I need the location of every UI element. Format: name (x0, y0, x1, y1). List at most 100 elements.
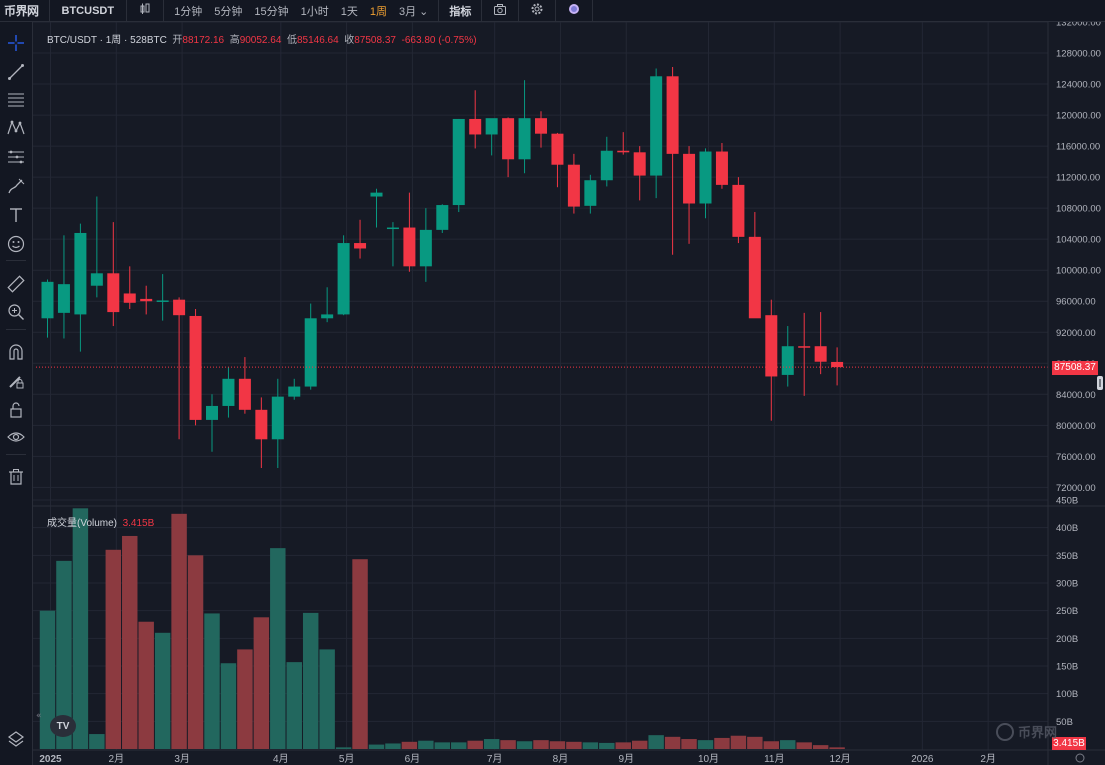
candle (403, 192, 416, 272)
candle-body (238, 378, 251, 410)
candle-body (271, 396, 284, 440)
candle (452, 118, 465, 213)
candle (650, 68, 663, 199)
candle-body (748, 236, 761, 319)
candle (57, 235, 70, 339)
toolbar-divider (163, 0, 165, 22)
volume-bar (549, 741, 566, 749)
indicators-button[interactable]: 指标 (449, 5, 472, 18)
ruler-icon[interactable] (6, 274, 26, 294)
volume-bar (418, 740, 434, 749)
settings-axis-icon[interactable] (1075, 753, 1085, 763)
text-icon[interactable] (6, 205, 26, 225)
time-tick-label: 6月 (405, 753, 421, 765)
time-tick-label: 4月 (273, 753, 289, 765)
eye-icon[interactable] (6, 427, 26, 447)
candle-body (173, 299, 186, 316)
interval-1week-button[interactable]: 1周 (369, 5, 387, 18)
emoji-icon[interactable] (6, 234, 26, 254)
toolbar-divider (6, 329, 26, 330)
trash-icon[interactable] (6, 467, 26, 487)
candle (748, 212, 761, 319)
candle-body (57, 284, 70, 313)
toolbar-divider (555, 0, 557, 22)
change-value: -663.80 (-0.75%) (401, 35, 477, 46)
candle (436, 204, 449, 233)
high-value: 90052.64 (239, 35, 282, 46)
compare-symbol-icon[interactable] (131, 3, 159, 18)
price-tick-label: 76000.00 (1056, 452, 1096, 463)
candle-body (567, 164, 580, 207)
toolbar-divider (518, 0, 520, 22)
gear-icon[interactable] (523, 3, 551, 18)
time-tick-label: 2025 (39, 754, 62, 765)
candle (584, 174, 597, 214)
magnet-icon[interactable] (6, 342, 26, 362)
candle-body (814, 346, 827, 362)
theme-toggle-icon[interactable] (560, 3, 588, 18)
time-tick-label: 8月 (553, 753, 569, 765)
watermark: 币界网 (996, 722, 1057, 741)
candle-body (551, 133, 564, 165)
time-axis[interactable]: 2025 2月 3月 4月 5月 6月 7月 8月 9月 10月 11月 12月 2026 2月 (39, 753, 996, 765)
candle-body (781, 346, 794, 375)
top-toolbar: 币界网 BTCUSDT 1分钟 5分钟 15分钟 1小时 1天 1周 3月 ⌄ … (0, 0, 1105, 22)
candle (140, 285, 153, 315)
volume-bar (681, 739, 697, 749)
interval-1day-button[interactable]: 1天 (340, 5, 358, 18)
volume-bar (697, 740, 714, 749)
brush-icon[interactable] (6, 176, 26, 196)
interval-5min-button[interactable]: 5分钟 (214, 5, 243, 18)
price-tick-label: 72000.00 (1056, 483, 1096, 494)
open-label: 开 (172, 35, 183, 46)
prediction-icon[interactable] (6, 147, 26, 167)
candle-body (683, 153, 696, 204)
interval-15min-button[interactable]: 15分钟 (254, 5, 289, 18)
open-value: 88172.16 (182, 35, 225, 46)
candle-body (485, 118, 498, 135)
tradingview-logo[interactable]: TV (50, 715, 76, 737)
volume-bar (566, 741, 582, 749)
zoom-in-icon[interactable] (6, 302, 26, 322)
scroll-handle-icon[interactable] (1097, 376, 1103, 390)
layers-icon[interactable] (6, 729, 26, 749)
candle (123, 266, 136, 309)
volume-bar (401, 741, 418, 749)
interval-1min-button[interactable]: 1分钟 (174, 5, 203, 18)
lock-drawing-icon[interactable] (6, 371, 26, 391)
symbol-search-button[interactable]: BTCUSDT (61, 4, 115, 17)
current-price-tag: 87508.37 (1052, 361, 1098, 375)
volume-bar (154, 632, 171, 749)
volume-bar (747, 736, 763, 749)
lock-icon[interactable] (6, 400, 26, 420)
candle (271, 378, 284, 468)
price-chart[interactable]: 72000.0076000.0080000.0084000.0088000.00… (33, 22, 1105, 765)
volume-bar (368, 744, 385, 749)
candle (732, 177, 745, 244)
toolbar-divider (481, 0, 483, 22)
candle-body (765, 315, 778, 377)
volume-bar (516, 741, 533, 749)
volume-legend-label: 成交量(Volume) (47, 518, 118, 529)
collapse-left-icon[interactable]: « (36, 711, 42, 721)
candle (107, 222, 120, 327)
trend-line-icon[interactable] (6, 62, 26, 82)
price-axis[interactable]: 72000.0076000.0080000.0084000.0088000.00… (1056, 22, 1101, 494)
fib-retracement-icon[interactable] (6, 90, 26, 110)
volume-axis[interactable]: 50B 100B 150B 200B 250B 300B 350B 400B 450B (1056, 496, 1078, 728)
camera-icon[interactable] (486, 3, 514, 18)
volume-bar (39, 610, 56, 749)
candle-body (403, 227, 416, 267)
candle (600, 136, 613, 187)
svg-text:«: « (36, 711, 42, 721)
site-logo[interactable]: 币界网 (4, 4, 39, 18)
interval-1hour-button[interactable]: 1小时 (300, 5, 329, 18)
watermark-logo-icon (996, 722, 1014, 741)
volume-bar (253, 617, 270, 749)
price-tick-label: 80000.00 (1056, 421, 1096, 432)
pattern-icon[interactable] (6, 118, 26, 138)
candle-body (419, 229, 432, 267)
candle (304, 303, 317, 390)
crosshair-icon[interactable] (6, 33, 26, 53)
interval-3month-dropdown[interactable]: 3月 ⌄ (393, 3, 434, 19)
